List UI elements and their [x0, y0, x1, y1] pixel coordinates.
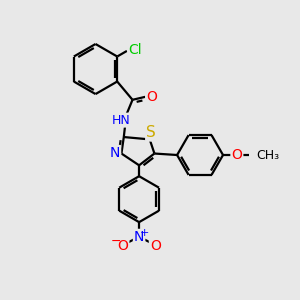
Text: +: +: [140, 228, 149, 238]
Text: N: N: [110, 146, 120, 160]
Text: CH₃: CH₃: [256, 148, 279, 161]
Text: O: O: [231, 148, 242, 162]
Text: Cl: Cl: [128, 43, 142, 57]
Text: N: N: [134, 230, 144, 244]
Text: −: −: [110, 236, 121, 248]
Text: S: S: [146, 125, 156, 140]
Text: HN: HN: [111, 114, 130, 127]
Text: O: O: [146, 90, 157, 104]
Text: O: O: [118, 239, 128, 253]
Text: O: O: [150, 239, 161, 253]
